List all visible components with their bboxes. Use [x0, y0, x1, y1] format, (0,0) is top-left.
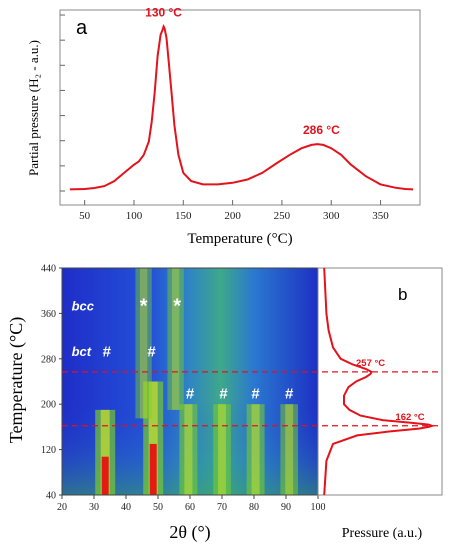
panel-a-y-axis [60, 14, 65, 192]
peak-marker: # [285, 386, 294, 403]
panel-a-letter: a [76, 17, 88, 39]
reflection-hot-core [149, 443, 157, 495]
y-tick-label: 40 [46, 491, 56, 502]
y-tick-label: 440 [41, 264, 56, 275]
reflection-core [251, 404, 260, 495]
guide-lines [62, 371, 440, 427]
heatmap-y-axis: 40 120 200 280 360 440 [41, 264, 62, 502]
x-tick-label: 350 [372, 210, 389, 222]
reflection-hot-core [101, 456, 109, 495]
pressure-x-label: Pressure (a.u.) [342, 526, 423, 541]
panel-a-series-line [69, 23, 414, 191]
peak-marker: # [147, 344, 156, 361]
peak-marker: # [251, 386, 260, 403]
x-tick-label: 150 [175, 210, 192, 222]
peak-annotation: 286 °C [303, 123, 340, 137]
x-tick-label: 70 [217, 502, 227, 513]
reflection-core [100, 409, 110, 495]
peak-annotation: 130 °C [145, 5, 182, 19]
phase-label: bct [72, 344, 92, 359]
x-tick-label: 100 [126, 210, 143, 222]
reflection-core [184, 404, 193, 495]
peak-marker: * [140, 295, 148, 317]
reflection-band [135, 268, 152, 419]
phase-label: bcc [72, 299, 95, 314]
heatmap-x-axis: 20 30 40 50 60 70 80 90 100 [57, 495, 326, 513]
y-tick-label: 280 [41, 354, 56, 365]
heatmap-x-label: 2θ (°) [169, 522, 210, 543]
x-tick-label: 90 [281, 502, 291, 513]
panel-a-frame [59, 9, 421, 206]
reflection-band [179, 404, 198, 495]
y-tick-label: 120 [41, 445, 56, 456]
peak-marker: # [219, 386, 228, 403]
x-tick-label: 60 [185, 502, 195, 513]
panel-a-annotations: 130 °C 286 °C [145, 5, 340, 137]
x-tick-label: 80 [249, 502, 259, 513]
reflection-band [246, 404, 265, 495]
x-tick-label: 300 [323, 210, 340, 222]
heatmap-y-label: Temperature (°C) [6, 317, 27, 443]
reflection-core [148, 381, 158, 495]
x-tick-label: 30 [89, 502, 99, 513]
panel-a-x-label: Temperature (°C) [187, 231, 292, 247]
panel-b-heatmap: bcc bct * * # # # # # # 20 30 40 50 60 70 80 90 100 40 12… [6, 264, 326, 544]
panel-a-x-axis: 50 100 150 200 250 300 350 [79, 200, 389, 222]
panel-b-pressure: b 257 °C 162 °C Pressure (a.u.) [62, 267, 443, 541]
x-tick-label: 250 [274, 210, 291, 222]
pressure-annotations: 257 °C 162 °C [356, 358, 425, 423]
x-tick-label: 200 [224, 210, 241, 222]
x-tick-label: 20 [57, 502, 67, 513]
reflection-core [285, 404, 294, 495]
pressure-annotation: 162 °C [395, 412, 424, 423]
y-tick-label: 360 [41, 309, 56, 320]
panel-a-y-label: Partial pressure (H₂ - a.u.) [26, 40, 41, 176]
y-tick-label: 200 [41, 400, 56, 411]
reflection-band [213, 404, 231, 495]
panel-a: a 50 100 150 200 250 300 350 130 °C 286 °C Temp… [26, 5, 421, 247]
x-tick-label: 40 [121, 502, 131, 513]
reflection-core [218, 404, 226, 495]
heatmap-peak-markers: * * # # # # # # [103, 295, 294, 402]
peak-marker: # [103, 344, 112, 361]
x-tick-label: 50 [153, 502, 163, 513]
reflection-core [171, 268, 180, 410]
peak-marker: # [186, 386, 195, 403]
heatmap-reflections [95, 268, 298, 495]
reflection-core [139, 268, 148, 419]
x-tick-label: 100 [311, 502, 326, 513]
pressure-annotation: 257 °C [356, 358, 385, 369]
peak-marker: * [173, 295, 181, 317]
heatmap-phase-labels: bcc bct [72, 299, 95, 359]
x-tick-label: 50 [79, 210, 91, 222]
reflection-band [167, 268, 184, 410]
panel-b-letter: b [398, 285, 407, 304]
reflection-band [280, 404, 298, 495]
pressure-series-line [323, 267, 436, 496]
pressure-frame [317, 267, 443, 496]
